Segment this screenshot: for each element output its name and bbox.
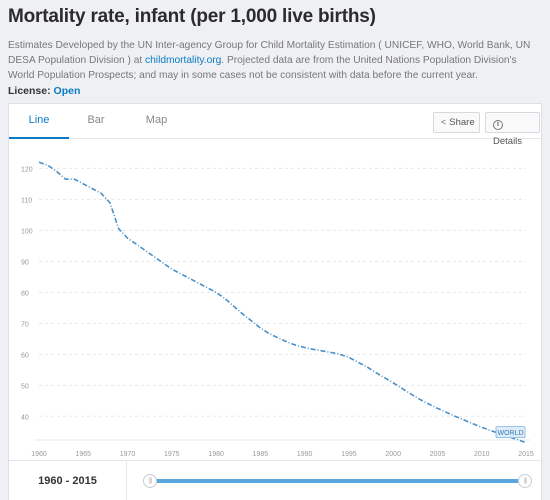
y-tick-label: 60 bbox=[21, 352, 29, 359]
x-tick-label: 2000 bbox=[385, 451, 401, 458]
x-tick-label: 1980 bbox=[208, 451, 224, 458]
time-range-footer: 1960 - 2015 ||| ||| bbox=[9, 460, 543, 500]
y-tick-label: 100 bbox=[21, 228, 33, 235]
y-tick-label: 40 bbox=[21, 414, 29, 421]
share-icon: < bbox=[441, 117, 447, 127]
series-end-label-box bbox=[495, 426, 526, 439]
tab-line[interactable]: Line bbox=[9, 104, 69, 139]
description-text-2: . Projected data are from the United Nat… bbox=[8, 55, 517, 81]
range-handle-start[interactable]: ||| bbox=[143, 474, 157, 488]
chart-card: Line Bar Map < Share i Details 40 50 60 70 80 9… bbox=[8, 103, 543, 500]
share-button[interactable]: < Share bbox=[433, 112, 480, 133]
source-link[interactable]: childmortality.org bbox=[145, 55, 222, 66]
x-tick-label: 2015 bbox=[518, 451, 534, 458]
y-tick-label: 70 bbox=[21, 321, 29, 328]
x-tick-label: 2010 bbox=[474, 451, 490, 458]
x-tick-label: 1995 bbox=[341, 451, 357, 458]
info-icon: i bbox=[493, 120, 503, 130]
range-slider-track[interactable] bbox=[149, 479, 529, 483]
details-label: Details bbox=[493, 136, 523, 147]
description: Estimates Developed by the UN Inter-agen… bbox=[8, 38, 542, 83]
x-tick-label: 1975 bbox=[164, 451, 180, 458]
x-tick-label: 1965 bbox=[75, 451, 91, 458]
tab-bar: Line Bar Map < Share i Details bbox=[9, 104, 543, 147]
x-tick-label: 2005 bbox=[430, 451, 446, 458]
y-tick-label: 120 bbox=[21, 166, 33, 173]
tab-bar-chart[interactable]: Bar bbox=[87, 114, 105, 126]
y-tick-label: 90 bbox=[21, 259, 29, 266]
description-text-1: Estimates Developed by the UN Inter-agen… bbox=[8, 40, 531, 66]
y-tick-label: 80 bbox=[21, 290, 29, 297]
series-line-world bbox=[38, 161, 527, 444]
tab-map[interactable]: Map bbox=[145, 114, 168, 126]
license-link[interactable]: Open bbox=[53, 85, 81, 97]
line-chart: 40 50 60 70 80 90 100 110 120 1960 1965 1970 1975 198… bbox=[21, 161, 534, 458]
page-title: Mortality rate, infant (per 1,000 live b… bbox=[8, 6, 376, 27]
x-tick-label: 1985 bbox=[253, 451, 269, 458]
range-handle-end[interactable]: ||| bbox=[518, 474, 532, 488]
x-tick-label: 1970 bbox=[120, 451, 136, 458]
x-tick-label: 1960 bbox=[31, 451, 47, 458]
share-label: Share bbox=[449, 117, 475, 128]
license-label: License: bbox=[8, 85, 54, 97]
range-label: 1960 - 2015 bbox=[9, 461, 127, 500]
x-tick-label: 1990 bbox=[297, 451, 313, 458]
series-end-label: WORLD bbox=[497, 430, 523, 437]
details-button[interactable]: i Details bbox=[485, 112, 540, 147]
license: License: Open bbox=[8, 85, 80, 97]
y-tick-label: 110 bbox=[21, 197, 32, 204]
y-tick-label: 50 bbox=[21, 383, 29, 390]
